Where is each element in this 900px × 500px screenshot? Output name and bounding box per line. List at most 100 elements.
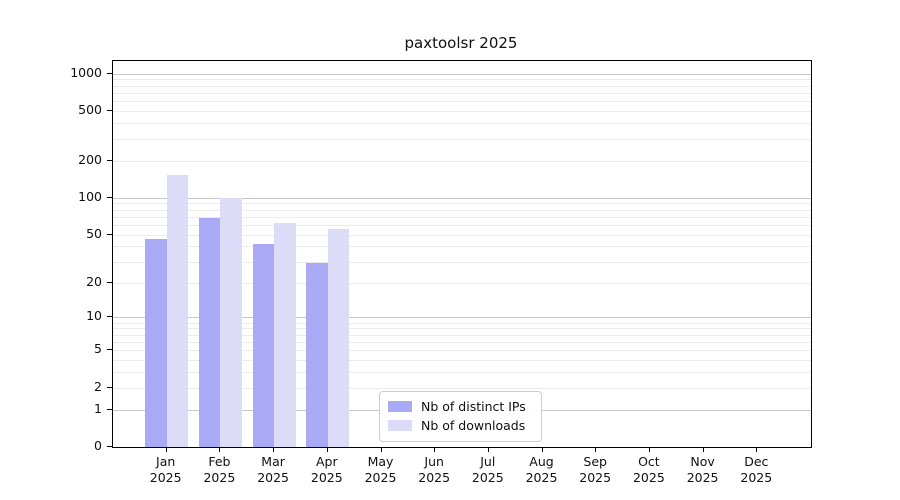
x-tick-mark bbox=[648, 447, 650, 452]
minor-gridline bbox=[113, 387, 811, 389]
x-tick-month: May bbox=[367, 454, 394, 469]
x-tick-year: 2025 bbox=[686, 470, 719, 485]
x-tick-month: Feb bbox=[208, 454, 231, 469]
y-tick-label: 0 bbox=[94, 438, 102, 453]
legend-swatch-downloads bbox=[388, 420, 412, 431]
x-tick-month: Jun bbox=[424, 454, 444, 469]
y-tick-label: 5 bbox=[94, 341, 102, 357]
x-tick-mark bbox=[326, 447, 328, 452]
x-tick-year: 2025 bbox=[257, 470, 289, 485]
y-tick-mark bbox=[107, 110, 112, 112]
y-tick-label: 2 bbox=[94, 378, 102, 394]
major-gridline bbox=[113, 317, 811, 319]
x-tick-label: Jul 2025 bbox=[472, 454, 504, 486]
y-tick-mark bbox=[107, 233, 112, 235]
minor-gridline bbox=[113, 203, 811, 205]
legend-swatch-distinct-ips bbox=[388, 401, 412, 412]
minor-gridline bbox=[113, 334, 811, 336]
x-tick-month: Oct bbox=[638, 454, 660, 469]
minor-gridline bbox=[113, 101, 811, 103]
x-tick-label: Feb 2025 bbox=[203, 454, 235, 486]
x-tick-label: Dec 2025 bbox=[740, 454, 772, 486]
x-tick-label: Oct 2025 bbox=[633, 454, 665, 486]
legend-label-distinct-ips: Nb of distinct IPs bbox=[421, 399, 526, 414]
major-gridline bbox=[113, 197, 811, 199]
minor-gridline bbox=[113, 209, 811, 211]
minor-gridline bbox=[113, 360, 811, 361]
x-tick-mark bbox=[273, 447, 275, 452]
minor-gridline bbox=[113, 246, 811, 248]
x-tick-mark bbox=[756, 447, 758, 452]
legend-item-downloads: Nb of downloads bbox=[388, 416, 533, 435]
y-tick-label: 20 bbox=[86, 273, 102, 289]
y-tick-mark bbox=[107, 349, 112, 351]
y-tick-mark bbox=[107, 196, 112, 198]
x-tick-mark bbox=[541, 447, 543, 452]
x-tick-year: 2025 bbox=[364, 470, 397, 485]
minor-gridline bbox=[113, 216, 811, 218]
y-tick-label: 500 bbox=[78, 102, 102, 118]
x-tick-mark bbox=[380, 447, 382, 452]
y-tick-mark bbox=[107, 408, 112, 410]
x-tick-label: Apr 2025 bbox=[311, 454, 343, 486]
minor-gridline bbox=[113, 261, 811, 263]
x-tick-label: May 2025 bbox=[365, 454, 397, 486]
x-tick-label: Nov 2025 bbox=[687, 454, 719, 486]
y-tick-mark bbox=[107, 386, 112, 388]
x-tick-label: Sep 2025 bbox=[579, 454, 611, 486]
y-tick-label: 1000 bbox=[70, 64, 102, 80]
bar-distinct-ips bbox=[145, 239, 167, 447]
x-tick-label: Aug 2025 bbox=[526, 454, 558, 486]
x-tick-year: 2025 bbox=[149, 470, 182, 485]
minor-gridline bbox=[113, 85, 811, 87]
minor-gridline bbox=[113, 372, 811, 374]
x-tick-mark bbox=[487, 447, 489, 452]
minor-gridline bbox=[113, 328, 811, 330]
y-tick-mark bbox=[107, 446, 112, 447]
x-tick-mark bbox=[434, 447, 436, 452]
minor-gridline bbox=[113, 93, 811, 94]
x-tick-label: Jun 2025 bbox=[418, 454, 450, 486]
y-tick-label: 1 bbox=[94, 400, 102, 416]
x-tick-mark bbox=[165, 447, 167, 452]
y-tick-mark bbox=[107, 316, 112, 318]
plot-area: Nb of distinct IPs Nb of downloads bbox=[112, 60, 812, 448]
minor-gridline bbox=[113, 79, 811, 81]
x-tick-label: Mar 2025 bbox=[257, 454, 289, 486]
major-gridline bbox=[113, 73, 811, 75]
x-tick-mark bbox=[219, 447, 221, 452]
x-tick-month: Jul bbox=[480, 454, 496, 469]
x-tick-mark bbox=[702, 447, 704, 452]
bar-distinct-ips bbox=[306, 263, 328, 447]
minor-gridline bbox=[113, 224, 811, 226]
x-tick-year: 2025 bbox=[203, 470, 236, 485]
minor-gridline bbox=[113, 138, 811, 140]
y-tick-mark bbox=[107, 159, 112, 161]
minor-gridline bbox=[113, 234, 811, 236]
x-tick-month: Sep bbox=[583, 454, 607, 469]
x-tick-month: Apr bbox=[315, 454, 338, 469]
y-tick-label: 200 bbox=[78, 151, 102, 167]
bar-distinct-ips bbox=[252, 243, 275, 447]
x-tick-year: 2025 bbox=[471, 470, 504, 485]
x-tick-year: 2025 bbox=[418, 470, 451, 485]
minor-gridline bbox=[113, 123, 811, 125]
minor-gridline bbox=[113, 350, 811, 352]
x-tick-year: 2025 bbox=[525, 470, 558, 485]
y-tick-label: 10 bbox=[86, 308, 102, 324]
bar-downloads bbox=[274, 223, 296, 447]
legend-item-distinct-ips: Nb of distinct IPs bbox=[388, 397, 533, 416]
minor-gridline bbox=[113, 160, 811, 162]
bar-downloads bbox=[327, 228, 350, 447]
chart-title: paxtoolsr 2025 bbox=[404, 34, 518, 52]
y-tick-label: 50 bbox=[86, 225, 102, 241]
x-tick-year: 2025 bbox=[632, 470, 665, 485]
minor-gridline bbox=[113, 282, 811, 284]
x-tick-month: Nov bbox=[690, 454, 715, 469]
x-tick-month: Aug bbox=[529, 454, 554, 469]
x-tick-month: Mar bbox=[261, 454, 285, 469]
x-tick-mark bbox=[595, 447, 597, 452]
minor-gridline bbox=[113, 322, 811, 324]
x-tick-month: Jan bbox=[156, 454, 176, 469]
